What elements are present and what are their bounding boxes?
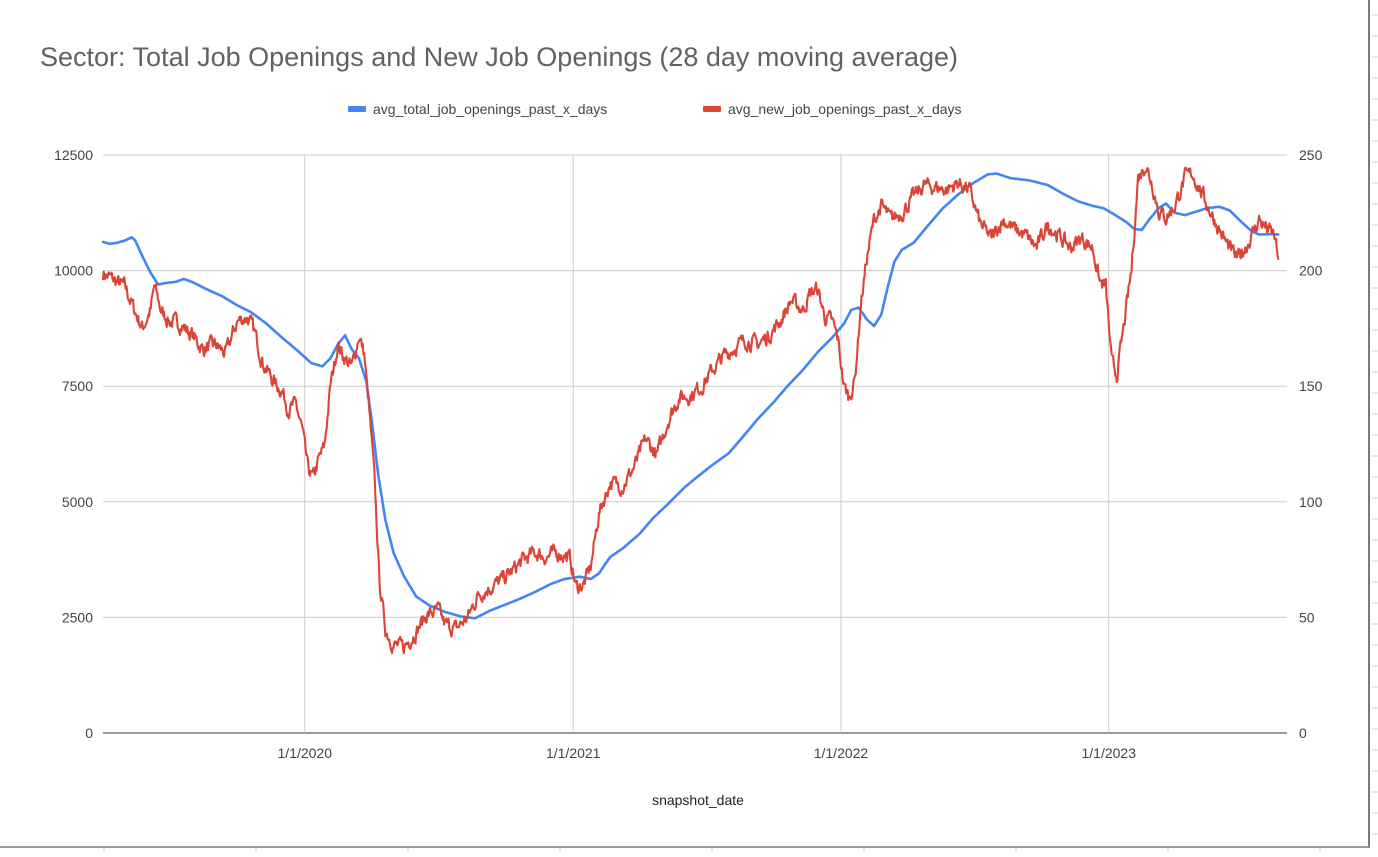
x-tick-label: 1/1/2023: [1081, 745, 1136, 761]
series-lines: [101, 166, 1280, 655]
x-axis-label: snapshot_date: [652, 792, 744, 808]
right-tick-label: 250: [1299, 147, 1323, 163]
x-tick-label: 1/1/2020: [277, 745, 332, 761]
gridlines: [103, 154, 1287, 734]
left-tick-label: 12500: [54, 147, 93, 163]
series-line-total-job-openings: [101, 172, 1280, 620]
left-axis-ticks: 0 2500 5000 7500 10000 12500: [54, 147, 93, 741]
left-tick-label: 2500: [62, 609, 93, 625]
left-tick-label: 5000: [62, 494, 93, 510]
legend: avg_total_job_openings_past_x_days avg_n…: [348, 101, 962, 117]
x-tick-label: 1/1/2021: [546, 745, 601, 761]
right-tick-label: 150: [1299, 378, 1323, 394]
right-tick-label: 200: [1299, 263, 1323, 279]
legend-swatch-new: [703, 106, 721, 112]
right-tick-label: 100: [1299, 494, 1323, 510]
x-tick-label: 1/1/2022: [814, 745, 869, 761]
left-tick-label: 10000: [54, 263, 93, 279]
chart-title: Sector: Total Job Openings and New Job O…: [40, 42, 958, 72]
legend-swatch-total: [348, 106, 366, 112]
legend-label-total: avg_total_job_openings_past_x_days: [373, 101, 607, 117]
right-tick-label: 0: [1299, 725, 1307, 741]
left-tick-label: 0: [85, 725, 93, 741]
legend-label-new: avg_new_job_openings_past_x_days: [728, 101, 962, 117]
x-axis-ticks: 1/1/2020 1/1/2021 1/1/2022 1/1/2023: [277, 745, 1136, 761]
series-line-new-job-openings: [101, 166, 1280, 655]
right-tick-label: 50: [1299, 609, 1315, 625]
right-axis-ticks: 0 50 100 150 200 250: [1299, 147, 1323, 741]
left-tick-label: 7500: [62, 378, 93, 394]
